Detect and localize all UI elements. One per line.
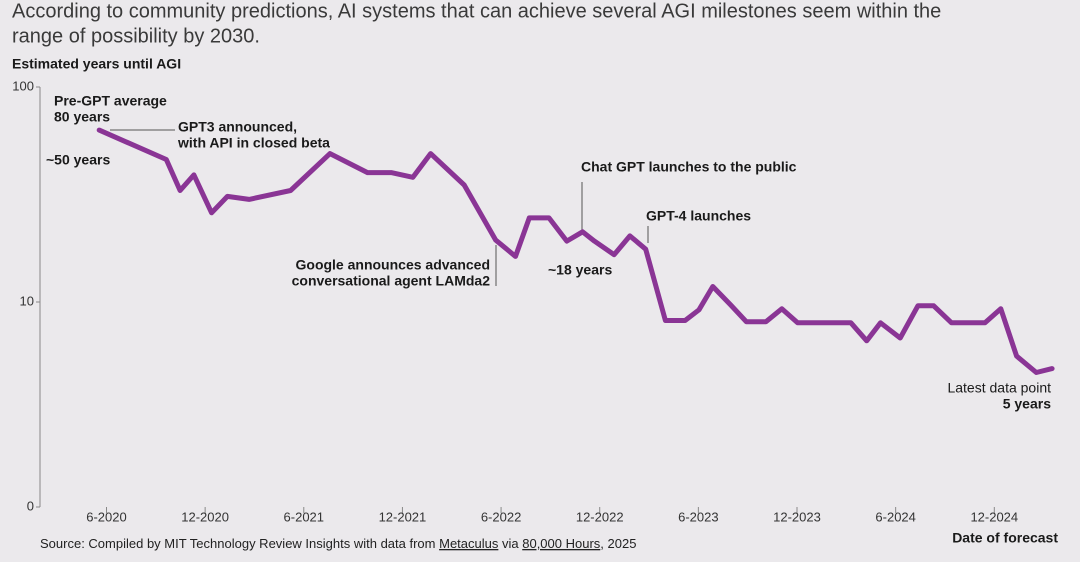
x-axis-title: Date of forecast [952,530,1058,546]
annotation: Google announces advanced [296,257,491,273]
annotation: Latest data point [947,380,1051,396]
x-tick-label: 6-2023 [678,509,718,524]
x-tick-label: 12-2024 [970,509,1018,524]
annotation: GPT-4 launches [646,208,751,224]
x-tick-label: 12-2022 [576,509,624,524]
source-text: via [502,536,519,551]
source-link[interactable]: 80,000 Hours [522,536,601,551]
chart-title-line-1: According to community predictions, AI s… [12,0,941,22]
x-tick-label: 6-2024 [875,509,915,524]
annotation: conversational agent LAMda2 [292,273,491,289]
y-tick-label: 10 [20,293,34,308]
x-tick-label: 6-2021 [284,509,324,524]
x-tick-label: 12-2023 [773,509,821,524]
annotation: ~18 years [548,262,612,278]
annotation: Pre-GPT average [54,93,167,109]
x-tick-label: 12-2020 [181,509,229,524]
source-text: Source: Compiled by MIT Technology Revie… [40,536,435,551]
x-tick-label: 6-2022 [481,509,521,524]
x-tick-label: 6-2020 [86,509,126,524]
x-tick-label: 12-2021 [379,509,427,524]
source-text: , 2025 [600,536,636,551]
annotation: GPT3 announced, [178,119,297,135]
annotation: Chat GPT launches to the public [581,159,797,175]
line-series [96,127,1055,375]
y-tick-label: 100 [12,78,34,93]
y-axis-title: Estimated years until AGI [12,56,181,72]
source: Source: Compiled by MIT Technology Revie… [40,536,636,551]
annotation: with API in closed beta [177,135,330,151]
chart-title-line-2: range of possibility by 2030. [12,25,260,47]
annotation: 5 years [1003,396,1051,412]
y-tick-label: 0 [27,498,34,513]
annotation: 80 years [54,109,110,125]
source-link[interactable]: Metaculus [439,536,499,551]
annotation: ~50 years [46,152,110,168]
